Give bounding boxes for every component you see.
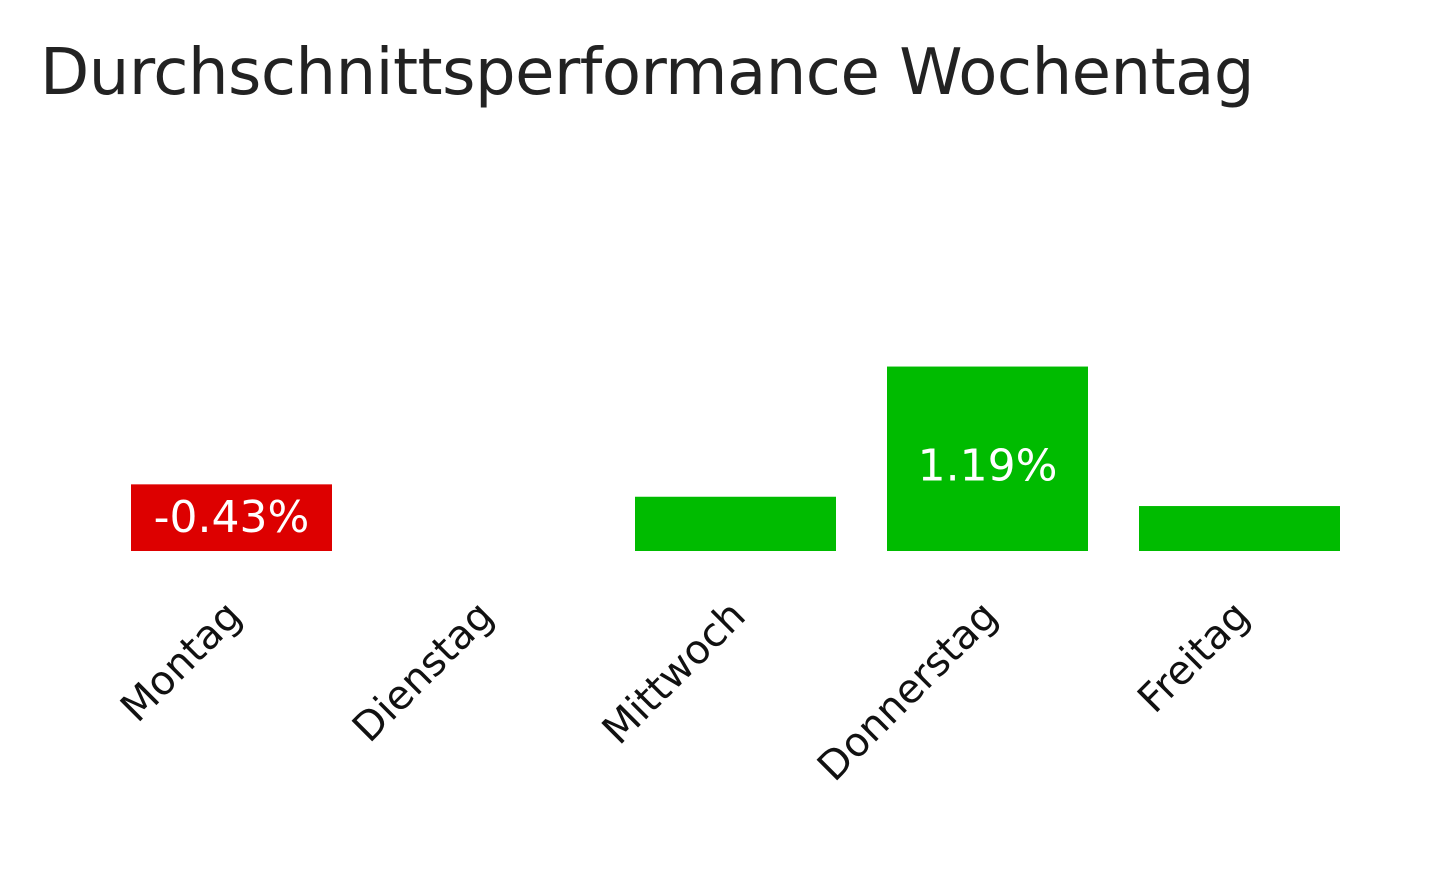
data-label-donnerstag: 1.19% [918,441,1058,492]
bar-donnerstag [887,366,1088,551]
x-tick-label-mittwoch: Mittwoch [594,593,755,754]
x-tick-label-dienstag: Dienstag [344,593,503,752]
bar-freitag [1139,506,1340,551]
chart-title: Durchschnittsperformance Wochentag [40,36,1255,110]
bar-montag [131,484,332,551]
data-label-montag: -0.43% [154,492,310,543]
bar-mittwoch [635,496,836,551]
x-tick-label-freitag: Freitag [1129,593,1258,722]
x-tick-label-donnerstag: Donnerstag [809,593,1007,791]
x-tick-label-montag: Montag [112,593,251,732]
